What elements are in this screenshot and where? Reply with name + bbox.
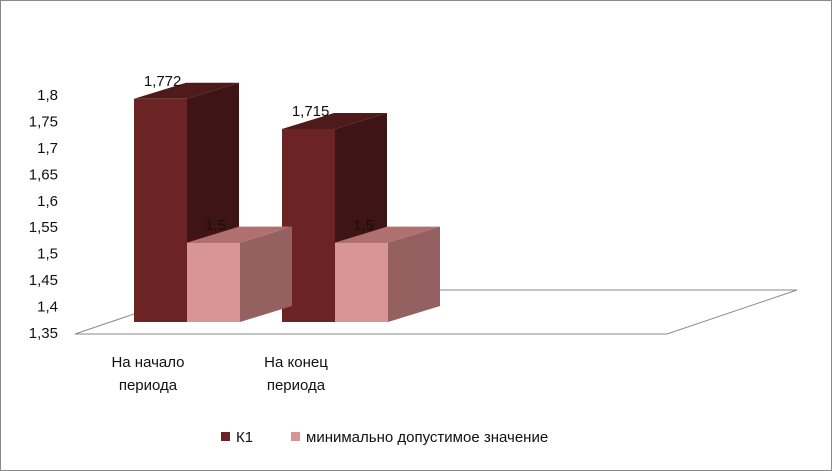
y-tick-label: 1,6 <box>37 193 58 210</box>
y-tick-label: 1,65 <box>29 166 58 183</box>
y-tick-label: 1,75 <box>29 113 58 130</box>
category-label: периода <box>267 377 326 394</box>
y-axis: 1,35 1,4 1,45 1,5 1,55 1,6 1,65 1,7 1,75 1,8 <box>29 87 58 342</box>
category-label: На конец <box>264 354 328 371</box>
plot-area <box>134 82 440 322</box>
legend-label: К1 <box>236 429 253 446</box>
bar-side-face <box>388 226 440 322</box>
y-tick-label: 1,5 <box>37 246 58 263</box>
y-tick-label: 1,8 <box>37 87 58 104</box>
y-tick-label: 1,4 <box>37 299 58 316</box>
data-label: 1,5 <box>353 217 374 234</box>
bar <box>187 226 292 322</box>
data-label: 1,715 <box>292 103 330 120</box>
legend-swatch <box>291 432 300 441</box>
x-axis: На начало периода На конец периода <box>111 354 328 394</box>
y-tick-label: 1,55 <box>29 219 58 236</box>
bar-front-face <box>134 98 187 322</box>
category-label: На начало <box>111 354 184 371</box>
y-tick-label: 1,7 <box>37 140 58 157</box>
legend: К1 минимально допустимое значение <box>221 429 548 446</box>
data-labels: 1,772 1,715 1,5 1,5 <box>144 73 374 234</box>
bar-top-face <box>187 226 292 243</box>
bar-side-face <box>240 226 292 322</box>
bar-front-face <box>187 242 240 322</box>
legend-label: минимально допустимое значение <box>306 429 548 446</box>
data-label: 1,772 <box>144 73 182 90</box>
bar <box>335 226 440 322</box>
y-tick-label: 1,45 <box>29 272 58 289</box>
bar-front-face <box>335 242 388 322</box>
bar-top-face <box>335 226 440 243</box>
bar-top-face <box>282 112 387 129</box>
data-label: 1,5 <box>205 217 226 234</box>
category-label: периода <box>119 377 178 394</box>
legend-swatch <box>221 432 230 441</box>
y-tick-label: 1,35 <box>29 325 58 342</box>
bar-top-face <box>134 82 239 99</box>
